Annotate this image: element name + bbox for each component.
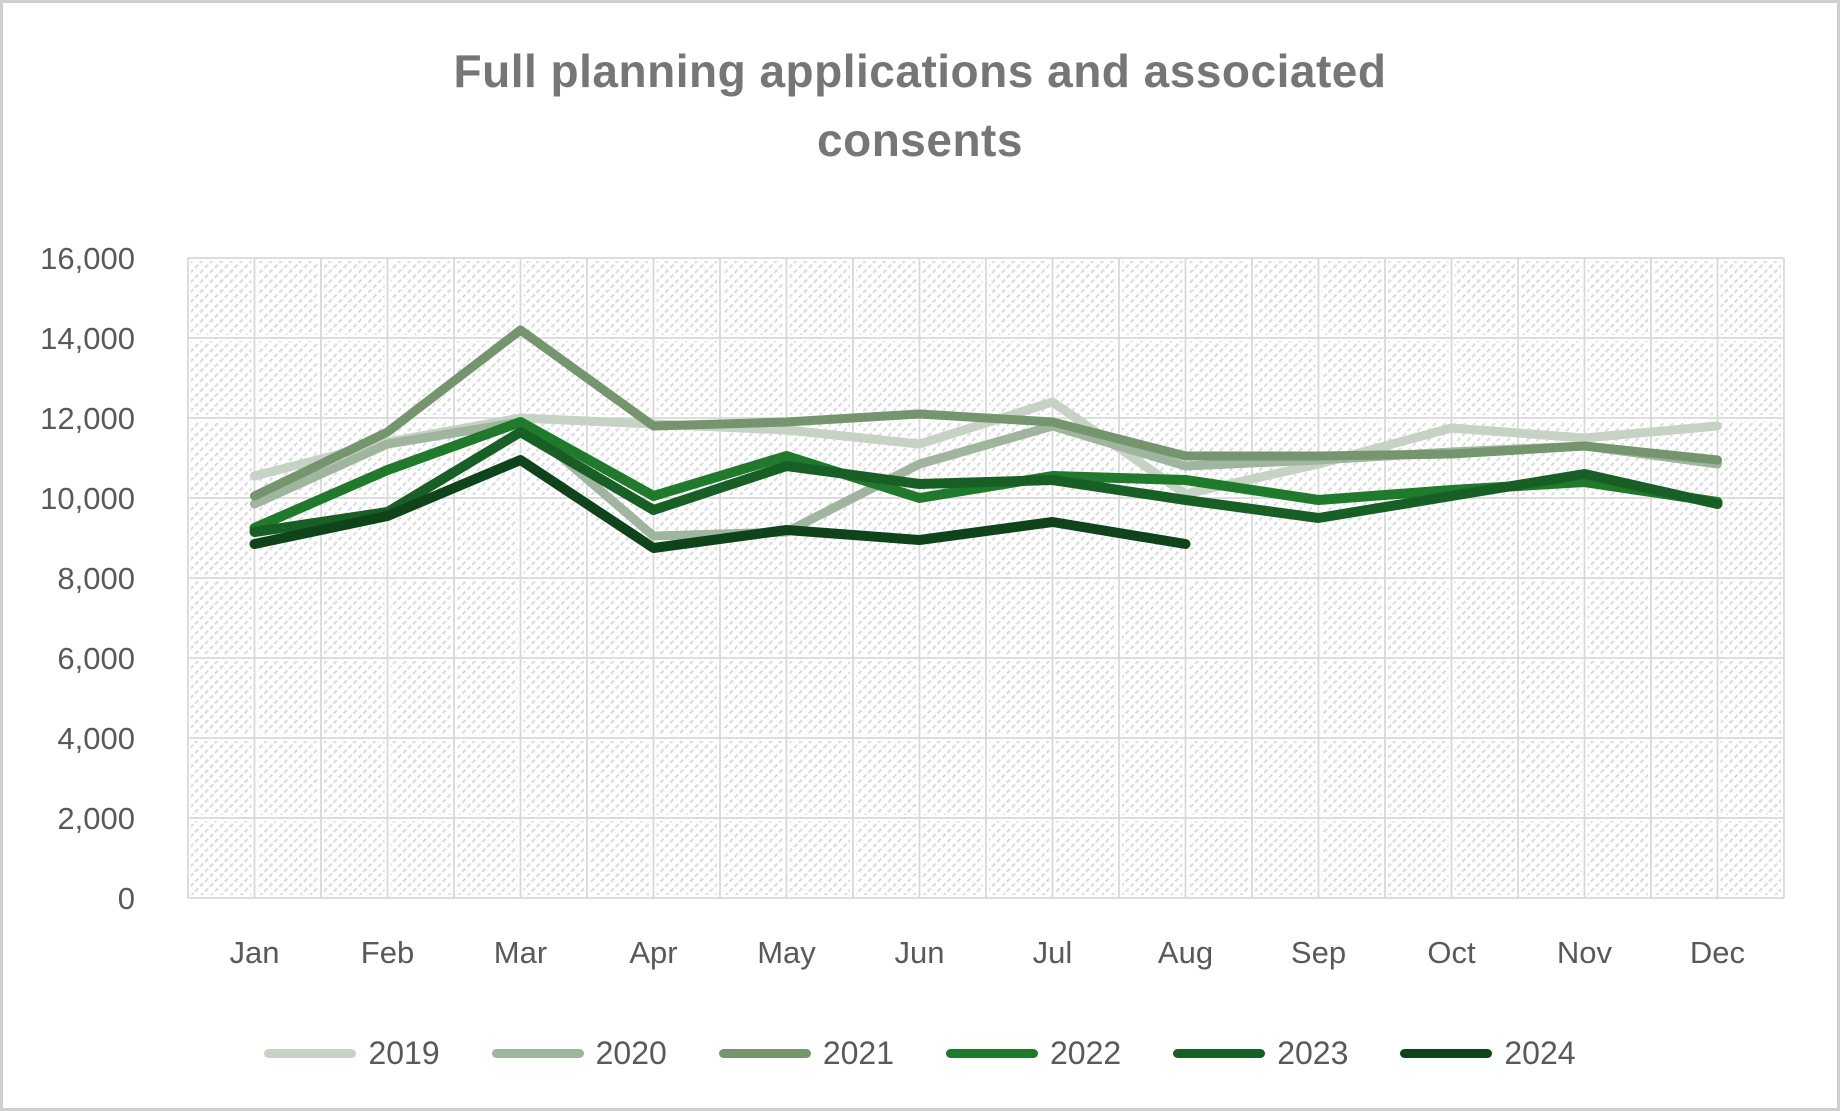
legend-label: 2022 xyxy=(1050,1035,1122,1071)
legend-item-2023[interactable]: 2023 xyxy=(1173,1035,1348,1072)
legend-item-2022[interactable]: 2022 xyxy=(946,1035,1121,1072)
legend-swatch-2024 xyxy=(1400,1049,1493,1058)
legend-item-2020[interactable]: 2020 xyxy=(491,1035,667,1072)
x-axis-tick-label: Jul xyxy=(1033,935,1073,970)
y-axis-tick-label: 6,000 xyxy=(57,641,135,676)
legend-item-2024[interactable]: 2024 xyxy=(1400,1035,1576,1072)
x-axis-tick-label: Jun xyxy=(895,935,945,970)
y-axis-tick-label: 10,000 xyxy=(40,481,135,516)
x-axis-tick-label: Sep xyxy=(1291,935,1346,970)
legend-label: 2019 xyxy=(368,1035,440,1071)
plot-area: 16,000 14,000 12,000 10,000 8,000 6,000 4,000 2… xyxy=(40,241,1787,970)
x-axis-tick-label: Jan xyxy=(230,935,280,970)
legend-label: 2020 xyxy=(595,1035,667,1071)
x-axis-tick-label: Aug xyxy=(1158,935,1213,970)
series-line-2021[interactable] xyxy=(250,325,1722,501)
y-axis-tick-label: 16,000 xyxy=(40,241,135,276)
legend-item-2019[interactable]: 2019 xyxy=(264,1035,440,1072)
legend-label: 2021 xyxy=(822,1035,894,1071)
y-axis-tick-label: 2,000 xyxy=(57,801,135,836)
legend-item-2021[interactable]: 2021 xyxy=(718,1035,894,1072)
x-axis-tick-label: Apr xyxy=(629,935,677,970)
x-axis-tick-label: Mar xyxy=(494,935,547,970)
x-axis-tick-label: Feb xyxy=(361,935,414,970)
x-axis-tick-label: May xyxy=(757,935,816,970)
x-axis-tick-label: Dec xyxy=(1690,935,1745,970)
legend-label: 2023 xyxy=(1277,1035,1349,1071)
y-axis-tick-label: 4,000 xyxy=(57,721,135,756)
series-line-2023[interactable] xyxy=(249,427,1723,537)
legend-swatch-2023 xyxy=(1173,1049,1266,1058)
x-axis-tick-label: Oct xyxy=(1427,935,1476,970)
y-axis-tick-label: 8,000 xyxy=(57,561,135,596)
y-axis-tick-label: 14,000 xyxy=(40,321,135,356)
legend: 2019 2020 2021 2022 2023 2024 xyxy=(3,1035,1837,1072)
chart-title: Full planning applications and associate… xyxy=(453,45,1387,166)
legend-swatch-2019 xyxy=(264,1049,357,1058)
y-axis-tick-label: 0 xyxy=(118,881,135,916)
legend-swatch-2020 xyxy=(491,1049,584,1058)
x-axis-tick-label: Nov xyxy=(1557,935,1613,970)
legend-swatch-2022 xyxy=(946,1049,1038,1058)
series-line-2024[interactable] xyxy=(249,455,1191,553)
y-axis-tick-label: 12,000 xyxy=(40,401,135,436)
legend-label: 2024 xyxy=(1504,1035,1576,1071)
legend-swatch-2021 xyxy=(718,1049,811,1058)
